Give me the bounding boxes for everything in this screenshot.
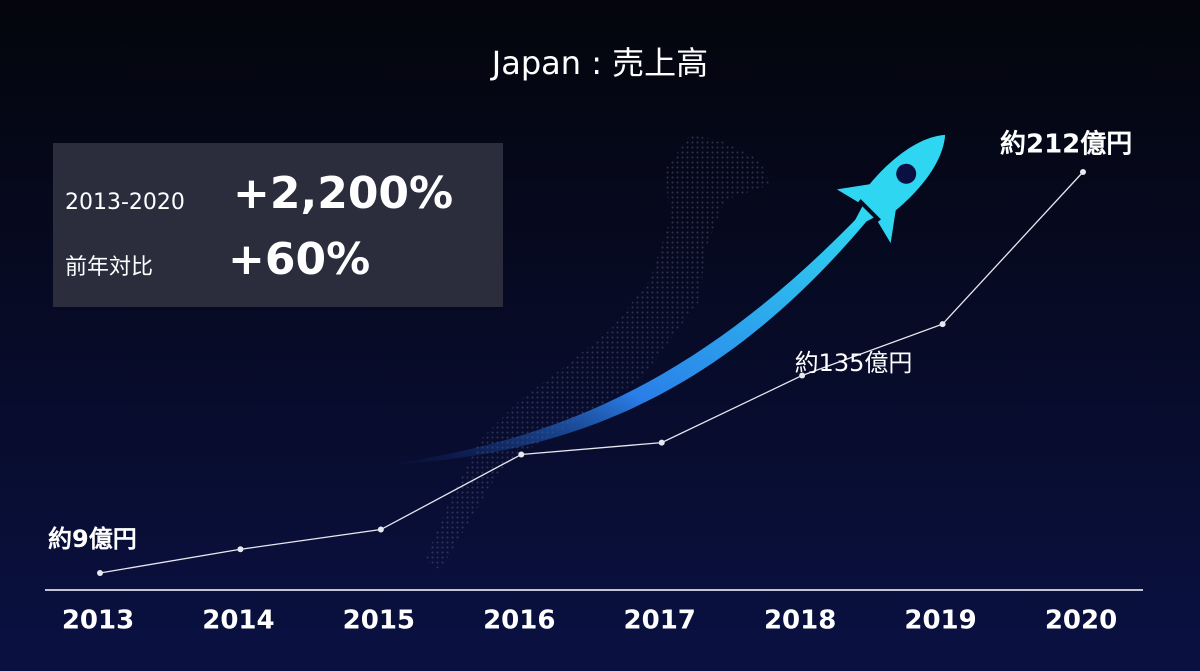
stat-value: +60%	[228, 234, 370, 285]
data-point	[1080, 169, 1086, 175]
x-tick-label: 2020	[1045, 606, 1117, 636]
series-line	[99, 171, 1084, 574]
data-point	[97, 570, 103, 576]
stat-label: 2013-2020	[65, 190, 185, 215]
stats-box	[53, 143, 503, 307]
x-tick-label: 2017	[624, 606, 696, 636]
data-point	[518, 451, 525, 458]
chart-title: Japan : 売上高	[490, 44, 708, 82]
data-point	[799, 372, 806, 379]
data-point	[939, 321, 946, 328]
x-tick-label: 2016	[483, 606, 555, 636]
x-tick-label: 2013	[62, 606, 134, 636]
x-tick-label: 2019	[904, 606, 976, 636]
rocket	[836, 134, 946, 244]
japan-map	[425, 135, 770, 570]
data-point	[377, 526, 384, 533]
value-label: 約135億円	[795, 349, 913, 377]
x-tick-label: 2015	[343, 606, 415, 636]
data-point	[658, 439, 665, 446]
value-label: 約212億円	[1000, 129, 1132, 160]
stat-label: 前年対比	[65, 255, 153, 280]
x-tick-label: 2014	[202, 606, 274, 636]
x-tick-label: 2018	[764, 606, 836, 636]
value-label: 約9億円	[48, 525, 137, 553]
stat-value: +2,200%	[233, 168, 453, 219]
data-point	[237, 546, 244, 553]
